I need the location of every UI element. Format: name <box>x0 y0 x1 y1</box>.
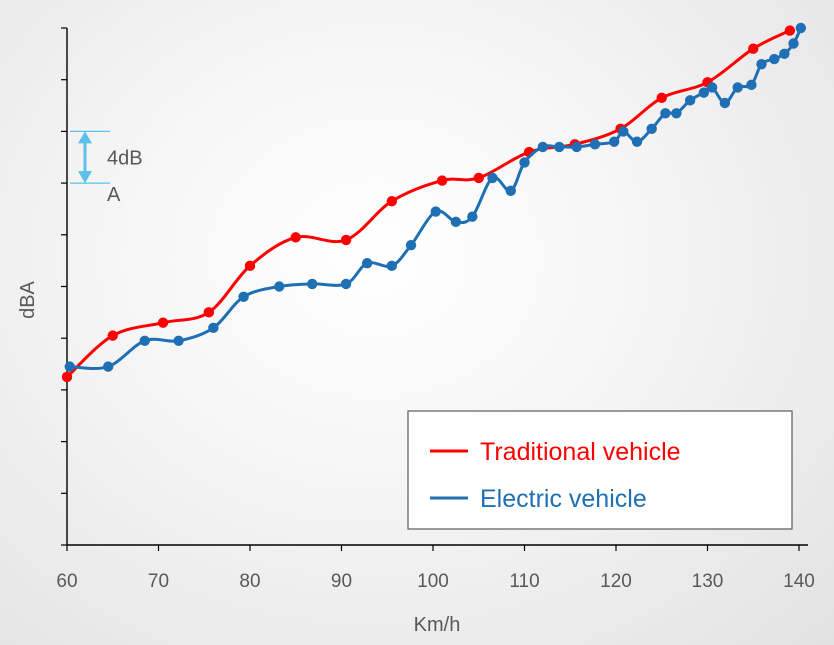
data-point-electric <box>589 139 601 150</box>
data-point-electric <box>537 141 548 153</box>
data-point-electric <box>698 87 710 98</box>
data-point-electric <box>386 260 398 272</box>
series-line-traditional <box>65 29 791 379</box>
legend-box <box>407 410 793 530</box>
data-point-electric <box>505 185 516 197</box>
x-tick-label: 120 <box>600 571 632 592</box>
data-point-electric <box>554 141 565 153</box>
annotation-arrow-up-icon <box>78 131 92 144</box>
data-point-traditional <box>436 175 448 186</box>
data-point-electric <box>571 141 582 153</box>
data-point-traditional <box>61 371 73 383</box>
data-point-traditional <box>656 92 667 103</box>
data-point-electric <box>361 258 373 269</box>
data-point-electric <box>646 123 657 135</box>
x-tick-label: 60 <box>56 571 77 592</box>
series-electric <box>64 22 807 372</box>
x-ticks: 60 70 80 90 100 110 120 130 140 <box>56 545 815 592</box>
y-axis-title: dBA <box>17 280 39 318</box>
data-point-traditional <box>107 330 118 341</box>
x-axis-title: Km/h <box>414 614 461 636</box>
series-traditional <box>61 25 796 383</box>
data-point-electric <box>732 82 743 93</box>
data-point-electric <box>274 281 285 292</box>
data-point-electric <box>719 97 731 109</box>
x-tick-label: 140 <box>783 571 815 592</box>
data-point-electric <box>405 239 417 251</box>
data-point-electric <box>139 335 150 346</box>
axes: 60 70 80 90 100 110 120 130 140 Km/h dBA <box>17 27 815 636</box>
data-point-electric <box>307 278 318 290</box>
data-point-electric <box>788 38 799 49</box>
data-point-traditional <box>340 234 352 246</box>
data-point-electric <box>618 126 629 137</box>
data-point-traditional <box>784 25 796 36</box>
data-point-electric <box>746 79 757 91</box>
data-point-electric <box>756 58 767 70</box>
x-tick-label: 130 <box>692 571 724 592</box>
series-line-electric <box>69 27 803 371</box>
data-point-traditional <box>157 317 169 328</box>
data-point-electric <box>660 108 671 119</box>
data-point-electric <box>608 136 620 147</box>
data-point-electric <box>519 157 530 168</box>
legend-label-electric: Electric vehicle <box>480 485 647 513</box>
data-point-electric <box>467 211 478 222</box>
db-scale-annotation: 4dB A <box>70 130 143 206</box>
data-point-traditional <box>244 260 256 272</box>
data-point-traditional <box>203 307 215 318</box>
data-point-traditional <box>748 43 759 54</box>
data-point-electric <box>795 22 807 34</box>
data-point-electric <box>706 82 718 93</box>
data-point-electric <box>340 278 352 290</box>
x-tick-label: 80 <box>239 571 260 592</box>
plot-area <box>61 22 807 383</box>
legend-label-traditional: Traditional vehicle <box>480 438 681 466</box>
data-point-traditional <box>473 172 484 184</box>
x-tick-label: 90 <box>331 571 352 592</box>
x-tick-label: 100 <box>417 571 449 592</box>
annotation-label-line2: A <box>107 184 121 206</box>
data-point-electric <box>173 335 184 346</box>
x-tick-label: 70 <box>148 571 169 592</box>
data-point-electric <box>779 48 790 60</box>
data-point-electric <box>450 216 462 228</box>
data-point-electric <box>487 172 498 184</box>
data-point-electric <box>208 322 219 334</box>
data-point-electric <box>671 108 682 119</box>
data-point-electric <box>769 53 780 65</box>
data-point-electric <box>238 291 249 303</box>
data-point-electric <box>631 136 643 147</box>
annotation-arrow-down-icon <box>78 171 92 184</box>
legend: Traditional vehicle Electric vehicle <box>407 410 793 530</box>
data-point-electric <box>430 206 441 217</box>
data-point-traditional <box>386 195 398 207</box>
annotation-label-line1: 4dB <box>107 147 143 169</box>
data-point-traditional <box>290 232 301 243</box>
y-ticks <box>61 27 67 546</box>
data-point-electric <box>684 95 696 106</box>
data-point-electric <box>102 361 114 372</box>
data-point-electric <box>64 361 75 372</box>
x-tick-label: 110 <box>509 571 539 592</box>
